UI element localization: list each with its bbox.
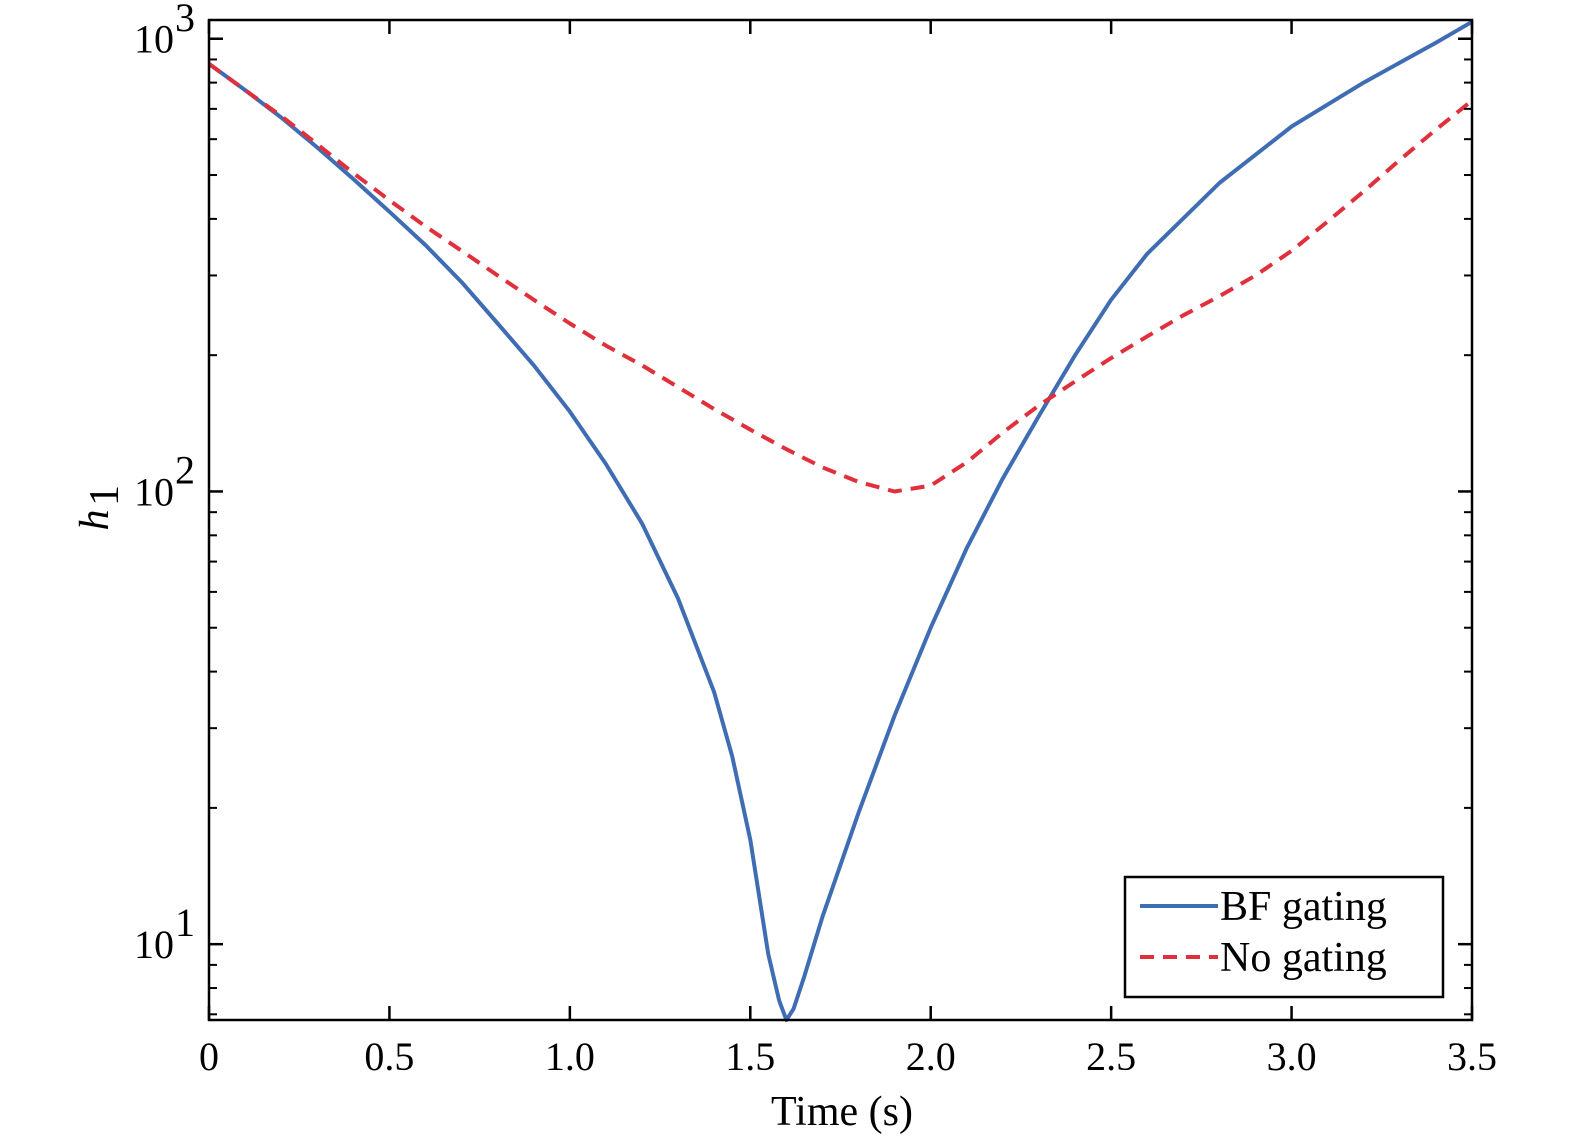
- y-tick-label: 10: [134, 469, 174, 514]
- series-layer: [207, 20, 1474, 1022]
- y-tick-label-exponent: 3: [175, 0, 195, 40]
- series-line-no-gating: [207, 62, 1474, 494]
- y-tick-label: 10: [134, 922, 174, 967]
- y-tick-label-exponent: 1: [175, 900, 195, 945]
- legend: BF gating No gating: [1123, 875, 1445, 999]
- y-axis-title: h 1: [72, 485, 128, 531]
- x-tick-label: 0: [199, 1034, 219, 1079]
- x-tick-label: 3.0: [1267, 1034, 1317, 1079]
- x-tick-label: 2.5: [1086, 1034, 1136, 1079]
- y-axis-title-sub: 1: [82, 485, 128, 506]
- x-tick-label: 3.5: [1447, 1034, 1497, 1079]
- x-tick-label: 2.0: [906, 1034, 956, 1079]
- legend-box: [1123, 875, 1445, 999]
- x-tick-label: 0.5: [364, 1034, 414, 1079]
- y-axis-title-main: h: [72, 510, 118, 531]
- y-tick-label-exponent: 2: [175, 447, 195, 492]
- series-line-bf-gating: [207, 20, 1474, 1022]
- x-tick-label: 1.0: [545, 1034, 595, 1079]
- y-tick-label: 10: [134, 17, 174, 62]
- legend-label-no-gating: No gating: [1220, 935, 1387, 981]
- legend-label-bf-gating: BF gating: [1220, 884, 1387, 930]
- x-axis-title: Time (s): [771, 1089, 913, 1135]
- x-tick-label: 1.5: [725, 1034, 775, 1079]
- axes-frame: [207, 18, 1474, 1022]
